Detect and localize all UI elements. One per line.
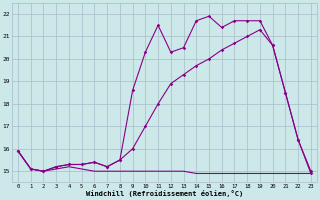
X-axis label: Windchill (Refroidissement éolien,°C): Windchill (Refroidissement éolien,°C) bbox=[86, 190, 243, 197]
